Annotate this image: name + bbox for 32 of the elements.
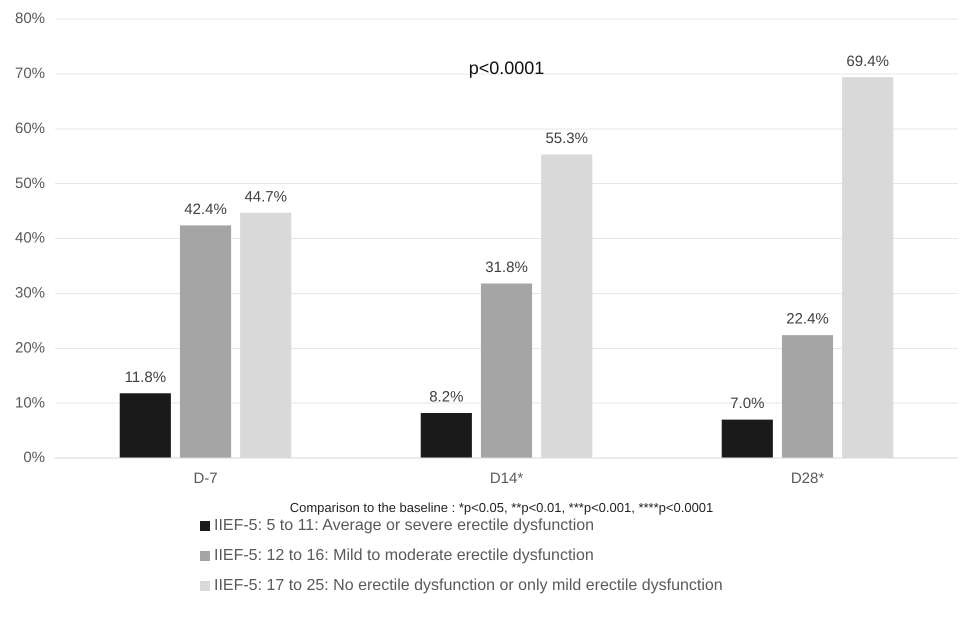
y-tick-label: 80% (14, 10, 46, 28)
y-tick-label: 30% (14, 284, 46, 302)
annotation: p<0.0001 (468, 58, 544, 78)
y-tick-label: 60% (14, 120, 46, 137)
data-label: 42.4% (184, 200, 227, 218)
y-tick-label: 20% (14, 339, 46, 356)
bar (722, 420, 773, 458)
legend-label: IIEF-5: 17 to 25: No erectile dysfunction or only mild erectile dysfunction (214, 577, 723, 595)
data-label: 11.8% (124, 368, 166, 386)
bar (180, 225, 232, 458)
y-tick-label: 10% (14, 394, 46, 412)
legend-label: IIEF-5: 5 to 11: Average or severe erectile dysfunction (214, 517, 594, 535)
y-tick-label: 40% (14, 230, 46, 247)
bar (120, 393, 171, 458)
text: Comparison to the baseline : *p<0.05, **p<0.01, ***p<0.001, ****p<0.0001 (288, 500, 714, 515)
legend-label: IIEF-5: 12 to 16: Mild to moderate erectile dysfunction (214, 547, 594, 565)
y-tick-label: 0% (23, 449, 46, 466)
data-label: 8.2% (429, 388, 464, 406)
bar (782, 335, 834, 458)
x-tick-label: D-7 (193, 470, 218, 488)
y-tick-label: 50% (14, 174, 46, 192)
y-tick-label: 70% (14, 65, 46, 82)
data-label: 44.7% (244, 188, 287, 206)
data-label: 7.0% (730, 395, 764, 412)
x-tick-label: D28* (790, 470, 824, 488)
x-tick-label: D14* (490, 470, 524, 488)
data-label: 55.3% (545, 130, 588, 148)
data-label: 31.8% (485, 259, 528, 276)
data-label: 22.4% (786, 310, 829, 328)
data-label: 69.4% (846, 52, 889, 70)
bar (420, 413, 472, 458)
bar (480, 284, 532, 458)
